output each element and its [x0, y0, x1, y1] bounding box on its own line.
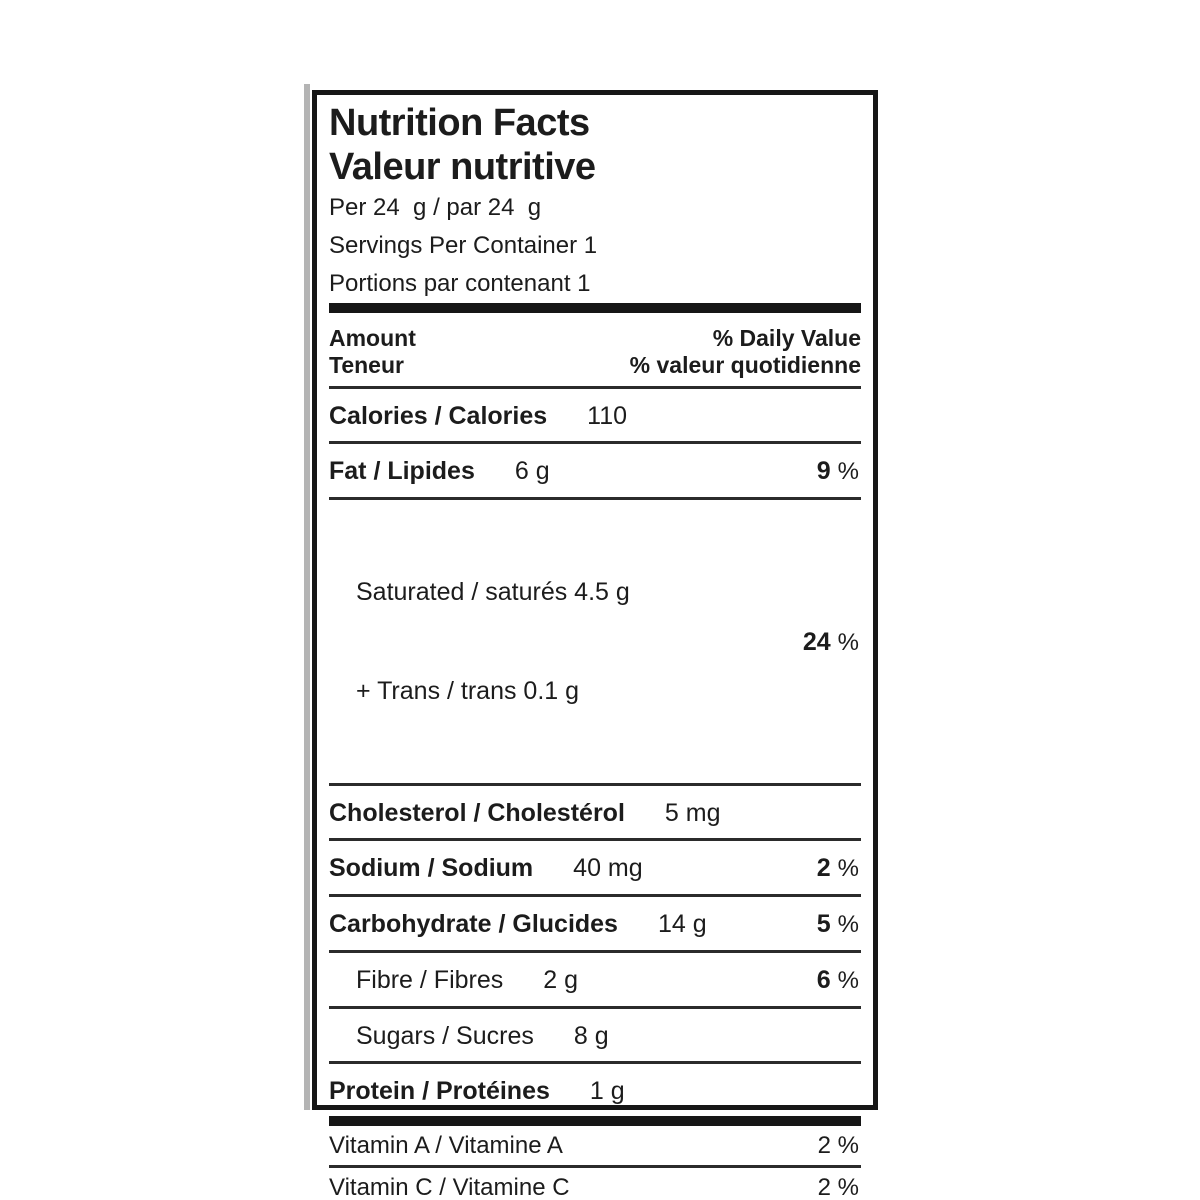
- sodium-amount: 40 mg: [573, 854, 643, 882]
- carbohydrate-dv-percent-sign: %: [837, 911, 859, 938]
- carbohydrate-amount: 14 g: [657, 910, 707, 938]
- cholesterol-row: Cholesterol / Cholestérol 5 mg: [329, 786, 861, 841]
- saturated-trans-fat-row: Saturated / saturés 4.5 g + Trans / tran…: [329, 500, 861, 786]
- vitamin-a-label: Vitamin A / Vitamine A: [329, 1132, 563, 1159]
- vitamin-c-daily-value: 2 %: [817, 1174, 859, 1200]
- trans-fat-line: + Trans / trans 0.1 g: [356, 677, 580, 705]
- fibre-label: Fibre / Fibres: [356, 966, 504, 994]
- fat-label: Fat / Lipides: [329, 457, 475, 485]
- saturated-fat-line: Saturated / saturés 4.5 g: [356, 578, 630, 606]
- carbohydrate-label: Carbohydrate / Glucides: [329, 910, 618, 938]
- fat-amount: 6 g: [514, 457, 550, 485]
- protein-label: Protein / Protéines: [329, 1077, 550, 1105]
- sugars-row: Sugars / Sucres 8 g: [329, 1009, 861, 1064]
- serving-size-line: Per 24 g / par 24 g: [329, 194, 542, 221]
- section-divider-bar-bottom: [329, 1116, 861, 1126]
- fibre-dv-percent-sign: %: [837, 967, 859, 994]
- sugars-amount: 8 g: [573, 1022, 609, 1050]
- amount-header-french: Teneur: [329, 352, 404, 378]
- protein-amount: 1 g: [589, 1077, 625, 1105]
- cholesterol-amount: 5 mg: [664, 799, 721, 827]
- saturated-trans-lines: Saturated / saturés 4.5 g + Trans / tran…: [329, 510, 630, 774]
- fibre-amount: 2 g: [543, 966, 579, 994]
- daily-value-header-english: % Daily Value: [712, 325, 861, 351]
- section-divider-bar-top: [329, 303, 861, 313]
- servings-per-container-french: Portions par contenant 1: [329, 270, 591, 297]
- protein-row: Protein / Protéines 1 g: [329, 1064, 861, 1116]
- column-headers-row: Amount Teneur % Daily Value % valeur quo…: [329, 313, 861, 389]
- saturated-dv-number: 24: [802, 627, 831, 656]
- fat-dv-percent-sign: %: [837, 458, 859, 485]
- cholesterol-label: Cholesterol / Cholestérol: [329, 799, 625, 827]
- sodium-daily-value: 2%: [817, 853, 861, 884]
- carbohydrate-dv-number: 5: [816, 910, 831, 938]
- vitamin-c-row: Vitamin C / Vitamine C 2 %: [329, 1168, 861, 1200]
- sodium-dv-number: 2: [816, 854, 831, 882]
- daily-value-column-header: % Daily Value % valeur quotidienne: [630, 325, 861, 379]
- fat-daily-value: 9%: [817, 456, 861, 487]
- label-title-french: Valeur nutritive: [329, 146, 596, 188]
- sodium-dv-percent-sign: %: [837, 855, 859, 882]
- saturated-trans-daily-value: 24%: [803, 628, 861, 657]
- sodium-row: Sodium / Sodium 40 mg 2%: [329, 841, 861, 897]
- vitamin-a-row: Vitamin A / Vitamine A 2 %: [329, 1126, 861, 1168]
- carbohydrate-daily-value: 5%: [817, 909, 861, 940]
- servings-per-container-english: Servings Per Container 1: [329, 232, 598, 259]
- fibre-row: Fibre / Fibres 2 g 6%: [329, 953, 861, 1009]
- label-title-english: Nutrition Facts: [329, 102, 590, 144]
- amount-header-english: Amount: [329, 325, 416, 351]
- sugars-label: Sugars / Sucres: [356, 1022, 534, 1050]
- saturated-dv-percent-sign: %: [837, 628, 859, 656]
- fibre-dv-number: 6: [816, 966, 831, 994]
- vitamin-c-label: Vitamin C / Vitamine C: [329, 1174, 570, 1200]
- nutrition-facts-label: Nutrition Facts Valeur nutritive Per 24 …: [312, 90, 878, 1200]
- fat-row: Fat / Lipides 6 g 9%: [329, 444, 861, 500]
- calories-row: Calories / Calories 110: [329, 389, 861, 444]
- scan-artifact-line: [304, 84, 310, 1110]
- vitamin-a-daily-value: 2 %: [817, 1132, 859, 1159]
- sodium-label: Sodium / Sodium: [329, 854, 534, 882]
- fat-dv-number: 9: [816, 457, 831, 485]
- daily-value-header-french: % valeur quotidienne: [629, 352, 861, 378]
- calories-value: 110: [587, 402, 628, 430]
- amount-column-header: Amount Teneur: [329, 325, 416, 379]
- carbohydrate-row: Carbohydrate / Glucides 14 g 5%: [329, 897, 861, 953]
- fibre-daily-value: 6%: [817, 965, 861, 996]
- calories-label: Calories / Calories: [329, 402, 548, 430]
